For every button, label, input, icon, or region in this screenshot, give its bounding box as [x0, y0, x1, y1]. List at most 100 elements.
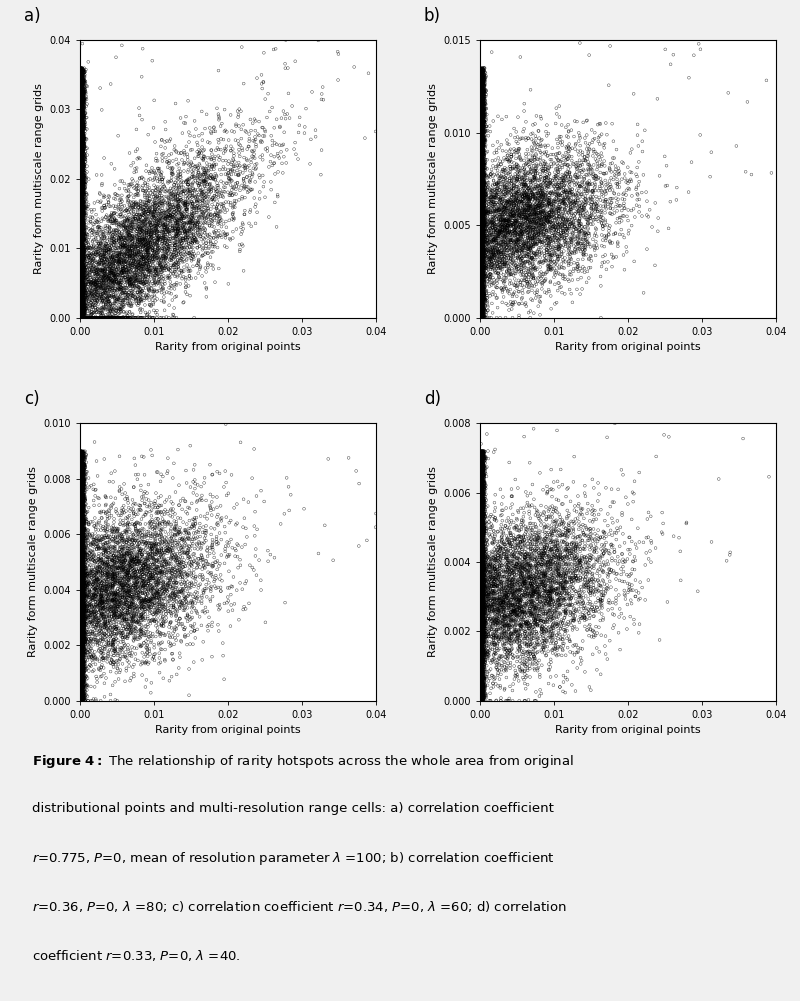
Point: [474, 294, 486, 310]
Point: [474, 196, 486, 212]
Point: [526, 210, 539, 226]
Point: [94, 309, 106, 325]
Point: [484, 557, 497, 573]
Point: [74, 568, 87, 584]
Point: [78, 105, 90, 121]
Point: [615, 213, 628, 229]
Point: [76, 649, 89, 665]
Point: [477, 455, 490, 471]
Point: [483, 309, 496, 325]
Point: [474, 560, 486, 576]
Point: [77, 530, 90, 546]
Point: [474, 547, 486, 563]
Point: [82, 631, 95, 647]
Point: [177, 598, 190, 614]
Point: [474, 243, 487, 259]
Point: [474, 606, 486, 622]
Point: [474, 645, 487, 661]
Point: [531, 208, 544, 224]
Point: [86, 253, 99, 269]
Point: [474, 141, 486, 157]
Point: [75, 482, 88, 498]
Point: [474, 550, 486, 566]
Point: [480, 188, 493, 204]
Point: [604, 200, 617, 216]
Point: [76, 90, 89, 106]
Point: [138, 483, 151, 499]
Point: [474, 174, 487, 190]
Point: [74, 583, 86, 599]
Point: [162, 543, 174, 559]
Point: [535, 642, 548, 658]
Point: [74, 239, 87, 255]
Point: [528, 201, 541, 217]
Point: [475, 109, 488, 125]
Point: [74, 686, 86, 702]
Point: [74, 642, 87, 658]
Point: [490, 623, 502, 639]
Point: [217, 152, 230, 168]
Point: [79, 304, 92, 320]
Point: [332, 46, 345, 62]
Point: [479, 514, 492, 530]
Point: [74, 545, 87, 561]
Point: [138, 273, 151, 289]
Point: [76, 304, 89, 320]
Point: [127, 565, 140, 581]
Point: [474, 665, 486, 681]
Point: [74, 273, 87, 289]
Point: [513, 207, 526, 223]
Point: [74, 150, 87, 166]
Point: [79, 262, 92, 278]
Point: [474, 255, 486, 271]
Point: [514, 175, 526, 191]
Point: [76, 277, 89, 293]
Point: [156, 260, 169, 276]
Point: [77, 224, 90, 240]
Point: [526, 202, 539, 218]
Point: [74, 577, 87, 593]
Point: [476, 451, 489, 467]
Point: [476, 477, 489, 493]
Point: [476, 670, 489, 686]
Point: [474, 229, 486, 245]
Point: [474, 177, 487, 193]
Point: [502, 213, 515, 229]
Point: [510, 231, 522, 247]
Point: [490, 181, 502, 197]
Point: [80, 301, 93, 317]
Point: [130, 236, 142, 252]
Point: [74, 262, 87, 278]
Point: [75, 180, 88, 196]
Point: [474, 543, 486, 559]
Point: [540, 224, 553, 240]
Point: [476, 607, 489, 623]
Point: [75, 615, 88, 631]
Point: [131, 576, 144, 592]
Point: [503, 176, 516, 192]
Point: [486, 193, 498, 209]
Point: [138, 635, 150, 651]
Point: [76, 235, 89, 251]
Point: [476, 462, 489, 478]
Point: [75, 293, 88, 309]
Point: [476, 568, 489, 584]
Point: [126, 580, 138, 596]
Point: [174, 145, 187, 161]
Point: [474, 102, 486, 118]
Point: [474, 148, 487, 164]
Point: [75, 603, 88, 619]
Point: [75, 279, 88, 295]
Point: [74, 292, 86, 308]
Point: [482, 242, 494, 258]
Point: [88, 547, 101, 563]
Point: [474, 467, 487, 483]
Point: [474, 263, 486, 279]
Point: [197, 583, 210, 599]
Point: [210, 463, 223, 479]
Point: [474, 86, 486, 102]
Point: [474, 565, 487, 581]
Point: [474, 521, 486, 537]
Point: [75, 464, 88, 480]
Point: [75, 301, 88, 317]
